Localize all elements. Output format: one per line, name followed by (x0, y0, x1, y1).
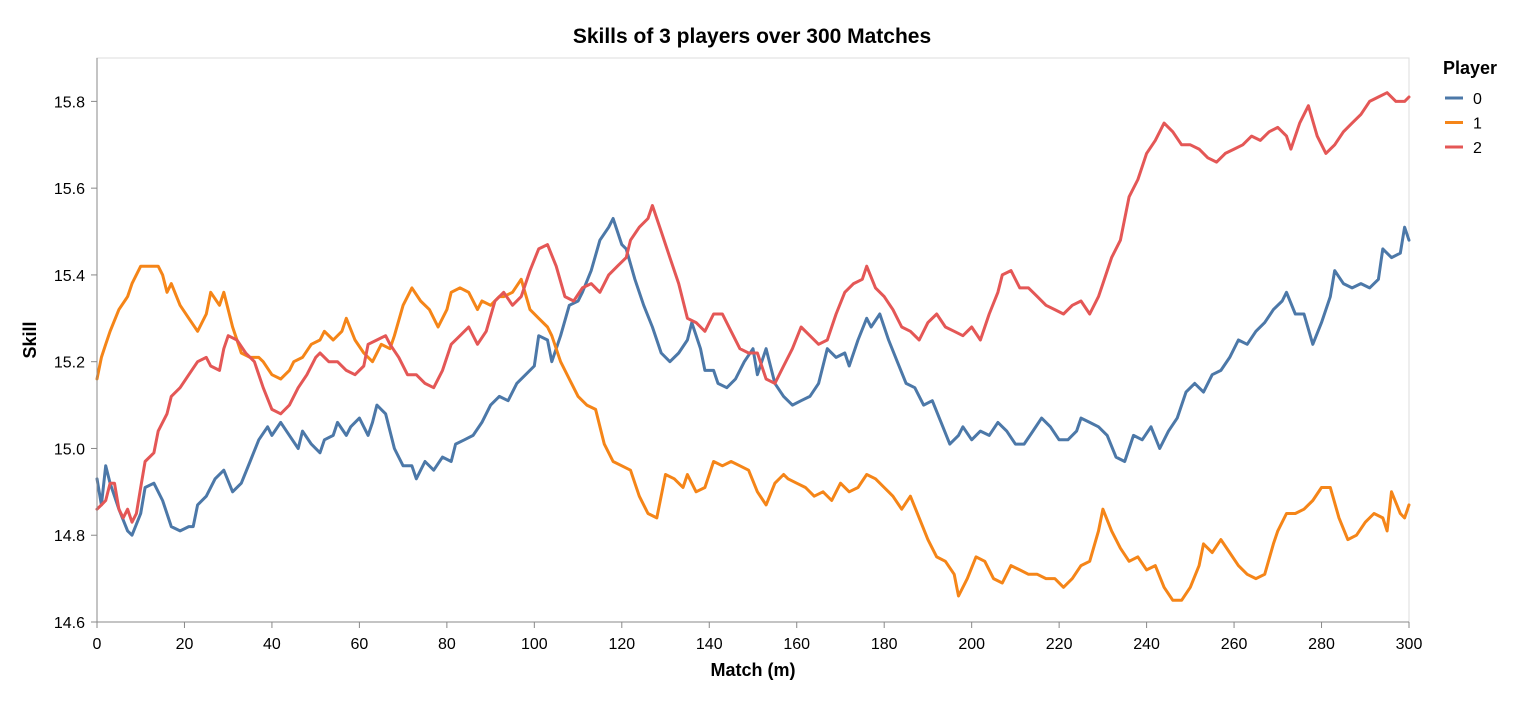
x-tick-label: 140 (696, 636, 723, 653)
x-tick-label: 160 (783, 636, 810, 653)
y-tick-label: 14.8 (54, 528, 85, 545)
y-tick-label: 15.6 (54, 181, 85, 198)
series-line-player-1 (95, 264, 1411, 602)
x-tick-label: 240 (1133, 636, 1160, 653)
y-tick-label: 15.0 (54, 441, 85, 458)
series-line-player-0 (95, 217, 1411, 537)
x-tick-label: 200 (958, 636, 985, 653)
x-tick-label: 300 (1396, 636, 1423, 653)
plot-area (96, 57, 1410, 623)
y-tick-label: 15.8 (54, 94, 85, 111)
legend-item-player-0[interactable]: 0 (1445, 91, 1482, 108)
x-tick-label: 100 (521, 636, 548, 653)
legend-label: 1 (1473, 116, 1482, 133)
series-layer (95, 91, 1411, 602)
x-axis-title: Match (m) (711, 660, 796, 680)
y-tick-label: 14.6 (54, 615, 85, 632)
y-tick-label: 15.2 (54, 355, 85, 372)
x-tick-label: 60 (351, 636, 369, 653)
y-tick-label: 15.4 (54, 268, 85, 285)
y-axis-title: Skill (20, 321, 40, 358)
x-tick-label: 20 (176, 636, 194, 653)
x-tick-label: 40 (263, 636, 281, 653)
series-line-player-2 (95, 91, 1411, 524)
legend-label: 2 (1473, 140, 1482, 157)
plot-frame (96, 57, 1410, 623)
x-tick-label: 180 (871, 636, 898, 653)
legend-label: 0 (1473, 91, 1482, 108)
chart-title: Skills of 3 players over 300 Matches (573, 25, 931, 48)
legend-item-player-1[interactable]: 1 (1445, 116, 1482, 133)
legend-title: Player (1443, 58, 1497, 78)
x-tick-label: 80 (438, 636, 456, 653)
x-tick-label: 0 (93, 636, 102, 653)
x-axis: 0 20 40 60 80 100 120 140 160 180 200 220 240 260 280 3… (93, 621, 1423, 653)
x-tick-label: 280 (1308, 636, 1335, 653)
y-axis: 14.6 14.8 15.0 15.2 15.4 15.6 15.8 (54, 58, 98, 632)
legend: Player 0 1 2 (1443, 58, 1497, 157)
x-tick-label: 120 (608, 636, 635, 653)
x-tick-label: 260 (1221, 636, 1248, 653)
legend-item-player-2[interactable]: 2 (1445, 140, 1482, 157)
x-tick-label: 220 (1046, 636, 1073, 653)
